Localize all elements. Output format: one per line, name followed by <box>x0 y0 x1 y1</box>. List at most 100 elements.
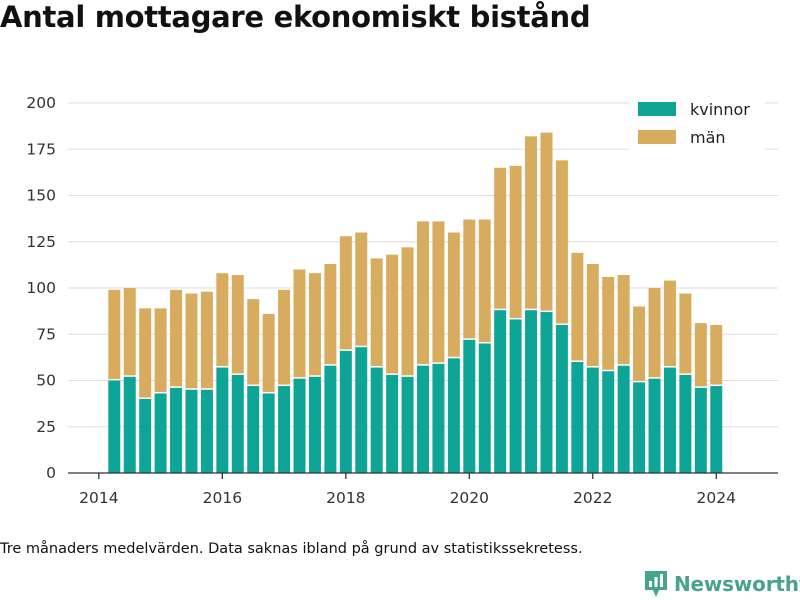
legend-label-man: män <box>690 128 726 147</box>
bar-man <box>401 247 414 376</box>
bar-man <box>370 258 383 367</box>
bar-man <box>324 263 337 365</box>
y-axis-ticks: 0 25 50 75 100 125 150 175 200 <box>26 94 56 482</box>
bar-kvinnor <box>308 376 321 473</box>
bar-kvinnor <box>185 389 198 473</box>
bar-man <box>308 273 321 376</box>
bar-kvinnor <box>710 386 723 473</box>
bar-kvinnor <box>571 362 584 473</box>
bar-man <box>602 276 615 370</box>
bar-kvinnor <box>231 374 244 473</box>
y-tick-label: 150 <box>26 187 56 205</box>
brand-name: Newsworthy <box>674 572 800 596</box>
bar-kvinnor <box>278 386 291 473</box>
x-tick-label: 2016 <box>203 489 242 507</box>
bar-kvinnor <box>324 365 337 473</box>
chart-title: Antal mottagare ekonomiskt bistånd <box>0 0 591 34</box>
legend-label-kvinnor: kvinnor <box>690 100 750 119</box>
y-tick-label: 75 <box>36 325 56 343</box>
bar-kvinnor <box>108 380 121 473</box>
bar-kvinnor <box>555 325 568 473</box>
bar-man <box>432 221 445 363</box>
bar-kvinnor <box>262 393 275 473</box>
bar-kvinnor <box>339 350 352 473</box>
bar-kvinnor <box>401 376 414 473</box>
bar-kvinnor <box>386 374 399 473</box>
bar-kvinnor <box>123 376 136 473</box>
bar-kvinnor <box>247 386 260 473</box>
bar-kvinnor <box>355 347 368 473</box>
bar-man <box>525 136 538 309</box>
bar-man <box>478 219 491 342</box>
y-tick-label: 50 <box>36 372 56 390</box>
bar-man <box>571 252 584 361</box>
bar-man <box>679 293 692 374</box>
bar-man <box>710 325 723 385</box>
footnote: Tre månaders medelvärden. Data saknas ib… <box>0 541 583 557</box>
y-tick-label: 0 <box>46 464 56 482</box>
bar-man <box>339 236 352 350</box>
bar-kvinnor <box>663 367 676 473</box>
bar-man <box>494 167 507 309</box>
legend: kvinnor män <box>629 95 765 153</box>
bar-man <box>386 254 399 374</box>
legend-swatch-kvinnor <box>638 102 676 116</box>
bar-kvinnor <box>633 382 646 473</box>
bar-kvinnor <box>170 387 183 473</box>
bar-man <box>247 299 260 385</box>
bar-man <box>633 306 646 381</box>
y-tick-label: 100 <box>26 279 56 297</box>
bar-man <box>509 165 522 318</box>
bar-man <box>139 308 152 398</box>
bar-kvinnor <box>648 378 661 473</box>
bar-man <box>231 275 244 374</box>
bar-kvinnor <box>463 339 476 473</box>
bar-kvinnor <box>139 399 152 473</box>
bar-man <box>540 132 553 311</box>
bar-man <box>278 289 291 385</box>
bar-man <box>123 288 136 376</box>
bar-man <box>417 221 429 365</box>
bar-man <box>463 219 476 339</box>
bar-man <box>293 269 306 378</box>
bar-man <box>355 232 368 346</box>
x-tick-label: 2020 <box>450 489 489 507</box>
bar-man <box>262 313 275 392</box>
y-tick-label: 25 <box>36 418 56 436</box>
bar-kvinnor <box>694 387 707 473</box>
bar-kvinnor <box>602 371 615 473</box>
bar-man <box>200 291 213 389</box>
bar-kvinnor <box>216 367 229 473</box>
bar-kvinnor <box>509 319 522 473</box>
bar-man <box>694 323 707 387</box>
bar-chart-logo-icon <box>645 571 667 597</box>
bar-man <box>216 273 229 367</box>
bars <box>108 132 723 473</box>
bar-kvinnor <box>432 363 445 473</box>
x-tick-label: 2014 <box>79 489 118 507</box>
y-tick-label: 175 <box>26 140 56 158</box>
x-axis-ticks: 2014 2016 2018 2020 2022 2024 <box>79 473 736 507</box>
bar-man <box>447 232 460 357</box>
bar-man <box>154 308 167 392</box>
bar-kvinnor <box>617 365 630 473</box>
bar-kvinnor <box>293 378 306 473</box>
bar-man <box>555 160 568 324</box>
bar-man <box>648 288 661 378</box>
bar-man <box>170 289 183 387</box>
y-tick-label: 125 <box>26 233 56 251</box>
bar-kvinnor <box>679 374 692 473</box>
bar-kvinnor <box>417 365 429 473</box>
y-tick-label: 200 <box>26 94 56 112</box>
bar-man <box>185 293 198 389</box>
newsworthy-logo[interactable]: Newsworthy <box>644 569 800 599</box>
bar-kvinnor <box>494 310 507 473</box>
bar-kvinnor <box>370 367 383 473</box>
bar-man <box>108 289 121 379</box>
x-tick-label: 2024 <box>697 489 736 507</box>
bar-kvinnor <box>200 389 213 473</box>
bar-kvinnor <box>540 312 553 473</box>
legend-swatch-man <box>638 130 676 144</box>
bar-man <box>663 280 676 367</box>
